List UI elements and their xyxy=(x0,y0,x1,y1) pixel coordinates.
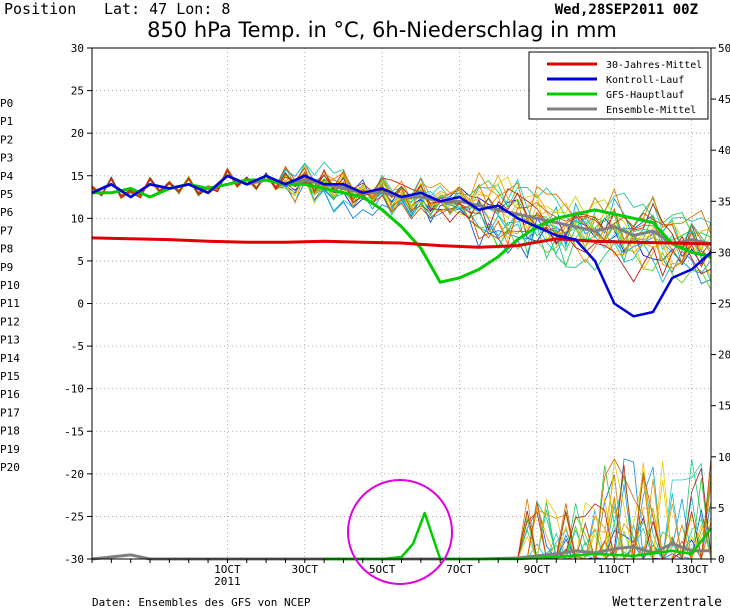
legend: 30-Jahres-Mittel Kontroll-Lauf GFS-Hauptla… xyxy=(528,51,709,120)
y-tick-label-left: -20 xyxy=(64,468,84,481)
member-label-p4: P4 xyxy=(0,170,14,183)
run-label: Wed,28SEP2011 00Z xyxy=(555,2,698,18)
member-label-p10: P10 xyxy=(0,279,20,292)
member-label-p13: P13 xyxy=(0,334,20,347)
legend-label: Ensemble-Mittel xyxy=(606,105,696,116)
legend-label: Kontroll-Lauf xyxy=(606,75,684,86)
x-tick-label: 11OCT xyxy=(598,563,631,576)
member-label-p9: P9 xyxy=(0,261,13,274)
y-tick-label-left: 15 xyxy=(71,170,84,183)
x-tick-label: 3OCT xyxy=(292,563,319,576)
y-tick-label-left: -25 xyxy=(64,510,84,523)
member-label-p16: P16 xyxy=(0,388,20,401)
member-label-p12: P12 xyxy=(0,315,20,328)
member-label-p15: P15 xyxy=(0,370,20,383)
y-tick-label-left: 30 xyxy=(71,42,84,55)
member-label-p8: P8 xyxy=(0,243,13,256)
y-tick-label-right: 0 xyxy=(718,553,725,566)
member-label-p17: P17 xyxy=(0,406,20,419)
series-gfs-hauptlauf xyxy=(92,178,712,284)
brand: Wetterzentrale xyxy=(612,595,722,609)
position-label: Position xyxy=(4,0,76,18)
highlight-circle xyxy=(347,479,453,585)
y-tick-label-left: -10 xyxy=(64,383,84,396)
member-label-p7: P7 xyxy=(0,224,13,237)
y-tick-label-left: -30 xyxy=(64,553,84,566)
legend-label: GFS-Hauptlauf xyxy=(606,90,684,101)
y-tick-label-right: 5 xyxy=(718,502,725,515)
y-tick-label-right: 25 xyxy=(718,298,730,311)
y-tick-label-left: 10 xyxy=(71,212,84,225)
member-label-p18: P18 xyxy=(0,425,20,438)
grid xyxy=(92,48,711,559)
member-label-p20: P20 xyxy=(0,461,20,474)
y-tick-label-left: -5 xyxy=(71,340,84,353)
member-label-p0: P0 xyxy=(0,97,13,110)
x-tick-label: 7OCT xyxy=(446,563,473,576)
series-kontroll-lauf xyxy=(91,174,712,318)
member-label-p6: P6 xyxy=(0,206,13,219)
member-label-p5: P5 xyxy=(0,188,13,201)
chart-title: 850 hPa Temp. in °C, 6h-Niederschlag in … xyxy=(147,18,617,42)
legend-label: 30-Jahres-Mittel xyxy=(606,60,702,71)
member-label-p11: P11 xyxy=(0,297,20,310)
series-30-jahres-mittel xyxy=(91,236,712,249)
y-tick-label-left: 20 xyxy=(71,127,84,140)
y-tick-label-right: 45 xyxy=(718,93,730,106)
ensemble-members xyxy=(91,161,712,561)
y-tick-label-left: 5 xyxy=(77,255,84,268)
x-tick-label: 13OCT xyxy=(675,563,708,576)
x-tick-label: 9OCT xyxy=(524,563,551,576)
member-label-p3: P3 xyxy=(0,152,13,165)
y-tick-label-right: 50 xyxy=(718,42,730,55)
data-source: Daten: Ensembles des GFS von NCEP xyxy=(92,596,311,609)
member-labels: P0 P1 P2 P3 P4 P5 P6 P7 P8 P9 P10 P11 P12 P13 P14 P15 P1… xyxy=(0,97,20,474)
member-label-p2: P2 xyxy=(0,133,13,146)
y-tick-label-right: 40 xyxy=(718,144,730,157)
y-tick-label-right: 15 xyxy=(718,400,730,413)
lat-lon: Lat: 47 Lon: 8 xyxy=(104,0,230,18)
x-tick-label: 5OCT xyxy=(369,563,396,576)
member-label-p19: P19 xyxy=(0,443,20,456)
y-tick-label-left: 25 xyxy=(71,85,84,98)
y-tick-label-right: 30 xyxy=(718,246,730,259)
y-tick-label-left: -15 xyxy=(64,425,84,438)
axes: 302520151050-5-10-15-20-25-3050454035302… xyxy=(64,42,730,588)
x-tick-sublabel: 2011 xyxy=(214,575,241,588)
x-tick-label: 1OCT xyxy=(214,563,241,576)
y-tick-label-right: 35 xyxy=(718,195,730,208)
member-label-p1: P1 xyxy=(0,115,13,128)
y-tick-label-left: 0 xyxy=(77,298,84,311)
member-label-p14: P14 xyxy=(0,352,20,365)
y-tick-label-right: 10 xyxy=(718,451,730,464)
y-tick-label-right: 20 xyxy=(718,349,730,362)
